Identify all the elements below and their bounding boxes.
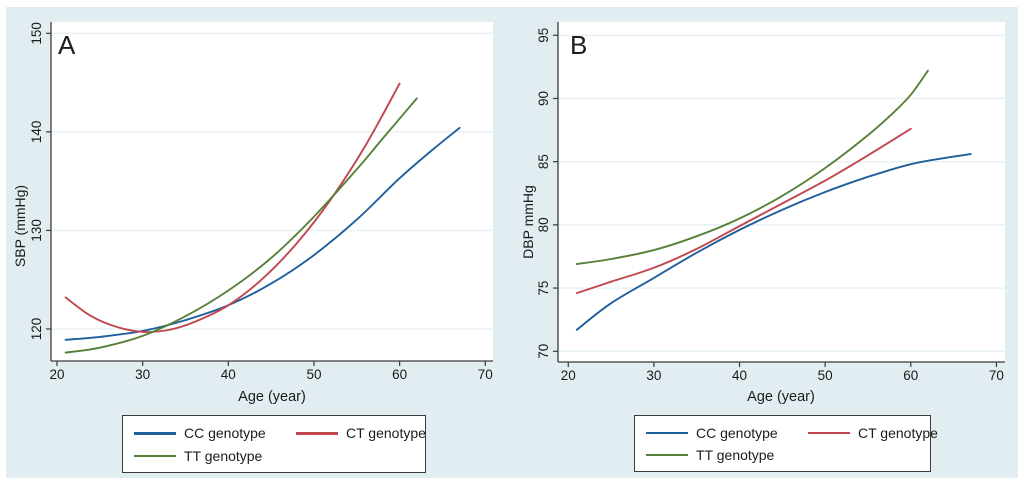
panel-a-x-axis-title: Age (year) [238, 389, 306, 405]
y-tick-label: 130 [29, 219, 44, 242]
y-tick-label: 95 [536, 28, 551, 43]
panel-b-legend: CC genotype CT genotype TT genotype [634, 415, 938, 472]
ct-genotype-legend-line [808, 431, 850, 435]
sbp-y-axis-title: SBP (mmHg) [12, 184, 28, 268]
ct-genotype-legend-line [296, 432, 338, 435]
panel-b-label: B [570, 30, 588, 60]
y-tick-label: 85 [536, 154, 551, 169]
x-tick-label: 20 [561, 368, 576, 383]
y-tick-label: 120 [29, 318, 44, 341]
ct-genotype-legend-label: CT genotype [346, 425, 426, 442]
x-tick-label: 50 [818, 368, 833, 383]
x-tick-label: 50 [306, 367, 321, 382]
tt-genotype-legend-label: TT genotype [184, 447, 263, 464]
y-tick-label: 80 [536, 217, 551, 232]
panel-a-label: A [58, 30, 76, 60]
x-tick-label: 60 [903, 368, 918, 383]
cc-genotype-legend-label: CC genotype [184, 425, 266, 442]
y-tick-label: 140 [29, 121, 44, 144]
x-tick-label: 40 [221, 367, 236, 382]
y-tick-label: 70 [536, 344, 551, 359]
tt-genotype-legend-line [134, 454, 176, 457]
cc-genotype-legend-line [134, 432, 176, 435]
cc-genotype-curve [64, 126, 461, 341]
cc-genotype-curve [575, 153, 972, 331]
panel-a-legend: CC genotype CT genotype TT genotype [122, 415, 426, 473]
x-tick-label: 30 [135, 367, 150, 382]
cc-genotype-legend-label: CC genotype [696, 425, 778, 441]
y-tick-label: 75 [536, 281, 551, 296]
ct-genotype-curve [64, 82, 401, 333]
panel-b-x-axis-title: Age (year) [747, 389, 815, 405]
tt-genotype-curve [575, 69, 929, 265]
cc-genotype-legend-line [646, 431, 688, 435]
y-tick-label: 150 [29, 22, 44, 45]
plot-area [51, 22, 493, 361]
tt-genotype-legend-line [646, 453, 688, 457]
tt-genotype-legend-label: TT genotype [696, 447, 775, 463]
x-tick-label: 70 [478, 367, 493, 382]
ct-genotype-legend-label: CT genotype [858, 425, 938, 441]
x-tick-label: 60 [392, 367, 407, 382]
x-tick-label: 20 [49, 367, 64, 382]
dbp-y-axis-title: DBP mmHg [520, 185, 536, 259]
tt-genotype-curve [64, 97, 418, 354]
y-tick-label: 90 [536, 91, 551, 106]
ct-genotype-curve [575, 127, 912, 295]
plot-area [558, 22, 1005, 362]
x-tick-label: 40 [732, 368, 747, 383]
x-tick-label: 70 [989, 368, 1004, 383]
x-tick-label: 30 [646, 368, 661, 383]
